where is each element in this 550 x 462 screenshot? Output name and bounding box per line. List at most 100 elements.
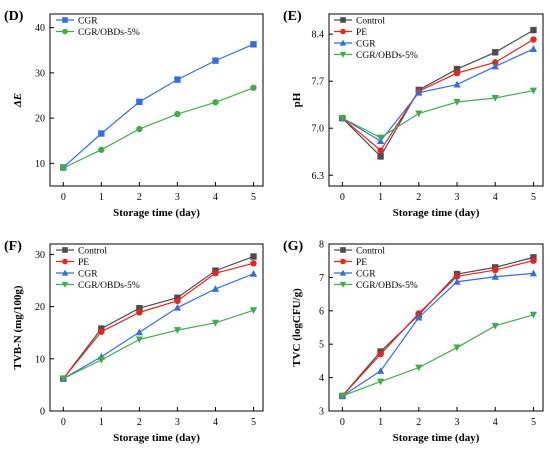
y-axis-label: TVC (logCFU/g) (291, 288, 303, 367)
data-point (212, 270, 219, 277)
data-point (135, 336, 143, 344)
plot-frame (328, 243, 544, 412)
legend-marker (340, 28, 346, 35)
series-line (62, 43, 254, 168)
series-line (341, 29, 534, 158)
legend-marker (339, 269, 347, 276)
data-point (529, 269, 538, 277)
y-axis-label: TVB-N (mg/100g) (12, 285, 24, 369)
series-cgr-obds-5- (60, 84, 257, 172)
x-tick-label: 4 (213, 192, 218, 203)
data-point (415, 310, 423, 317)
y-tick-label: 20 (35, 302, 45, 313)
y-tick-label: 8.4 (312, 30, 325, 41)
data-point (492, 59, 499, 66)
y-axis-label: pH (291, 92, 303, 107)
legend-marker (340, 17, 346, 23)
data-point (530, 36, 537, 43)
series-cgr-obds-5- (59, 307, 258, 383)
data-point (60, 164, 67, 172)
legend-marker (61, 281, 69, 288)
x-tick-label: 5 (531, 417, 536, 428)
x-tick-label: 1 (99, 192, 104, 203)
data-point (98, 328, 105, 335)
y-tick-label: 3 (319, 407, 324, 418)
data-point (415, 110, 423, 118)
y-tick-label: 0 (40, 407, 45, 418)
data-point (453, 277, 461, 285)
data-point (211, 319, 220, 327)
data-point (136, 125, 143, 133)
x-tick-label: 5 (251, 192, 256, 203)
x-tick-label: 3 (455, 417, 460, 428)
data-point (212, 99, 219, 106)
data-point (173, 327, 182, 334)
data-point (529, 87, 538, 95)
data-point (491, 62, 499, 70)
chart-panel-d: (D) 0 1 2 3 4 5 10 20 30 40 Storage time (day) ΔE CGR… (4, 9, 264, 219)
y-axis-label: ΔE (12, 93, 24, 108)
x-tick-label: 2 (416, 192, 421, 203)
plot-frame (328, 13, 544, 187)
data-point (212, 57, 219, 64)
legend-marker (61, 269, 69, 276)
data-point (492, 49, 499, 56)
panel-label: (F) (4, 239, 22, 254)
series-line (63, 87, 254, 169)
x-tick-label: 1 (378, 417, 383, 428)
legend-marker (62, 258, 68, 265)
data-point (136, 304, 143, 312)
data-point (59, 375, 67, 383)
data-point (453, 80, 461, 88)
data-point (530, 254, 537, 261)
x-tick-label: 2 (137, 417, 142, 428)
series-line (341, 260, 534, 397)
data-point (98, 146, 105, 153)
legend-entry: CGR/OBDs-5% (78, 281, 140, 291)
chart-panel-f: (F) 0 1 2 3 4 5 0 10 20 30 Storage time (day) TVB-N … (4, 239, 264, 444)
legend-entry: PE (356, 258, 367, 268)
data-point (529, 45, 538, 52)
y-tick-label: 7.7 (312, 77, 325, 88)
x-tick-label: 1 (378, 192, 383, 203)
data-point (415, 313, 423, 321)
x-tick-label: 2 (137, 192, 142, 203)
series-cgr-obds-5- (338, 87, 538, 142)
legend-entry: CGR (356, 40, 376, 50)
data-point (250, 84, 257, 91)
chart-panel-e: (E) 0 1 2 3 4 5 6.3 7.0 7.7 8.4 Storage time (day) p… (283, 9, 544, 219)
data-point (377, 153, 384, 160)
data-point (491, 94, 499, 102)
x-tick-label: 5 (531, 192, 536, 203)
series-line (342, 90, 534, 139)
y-tick-label: 20 (35, 114, 45, 125)
series-line (62, 262, 254, 380)
legend-marker (339, 39, 347, 46)
legend-marker (62, 17, 68, 23)
x-tick-label: 3 (175, 417, 180, 428)
panel-label: (D) (4, 9, 24, 24)
data-point (377, 147, 384, 154)
legend-marker (340, 258, 346, 265)
legend-marker (62, 28, 68, 35)
x-axis-label: Storage time (day) (113, 207, 200, 219)
x-tick-label: 3 (175, 192, 180, 203)
y-tick-label: 10 (35, 354, 45, 365)
legend-entry: Control (356, 247, 385, 257)
y-tick-label: 30 (35, 68, 45, 79)
legend-marker (339, 281, 347, 288)
data-point (174, 110, 181, 118)
data-point (377, 351, 384, 358)
data-point (453, 69, 461, 77)
data-point (453, 273, 461, 280)
data-point (98, 130, 105, 137)
plot-frame (49, 13, 264, 187)
data-point (249, 307, 258, 315)
data-point (97, 356, 105, 364)
data-point (250, 41, 257, 48)
y-tick-label: 6 (319, 306, 324, 317)
data-point (415, 88, 423, 96)
legend-entry: PE (356, 28, 367, 38)
x-tick-label: 0 (340, 192, 345, 203)
x-axis-label: Storage time (day) (113, 432, 200, 444)
